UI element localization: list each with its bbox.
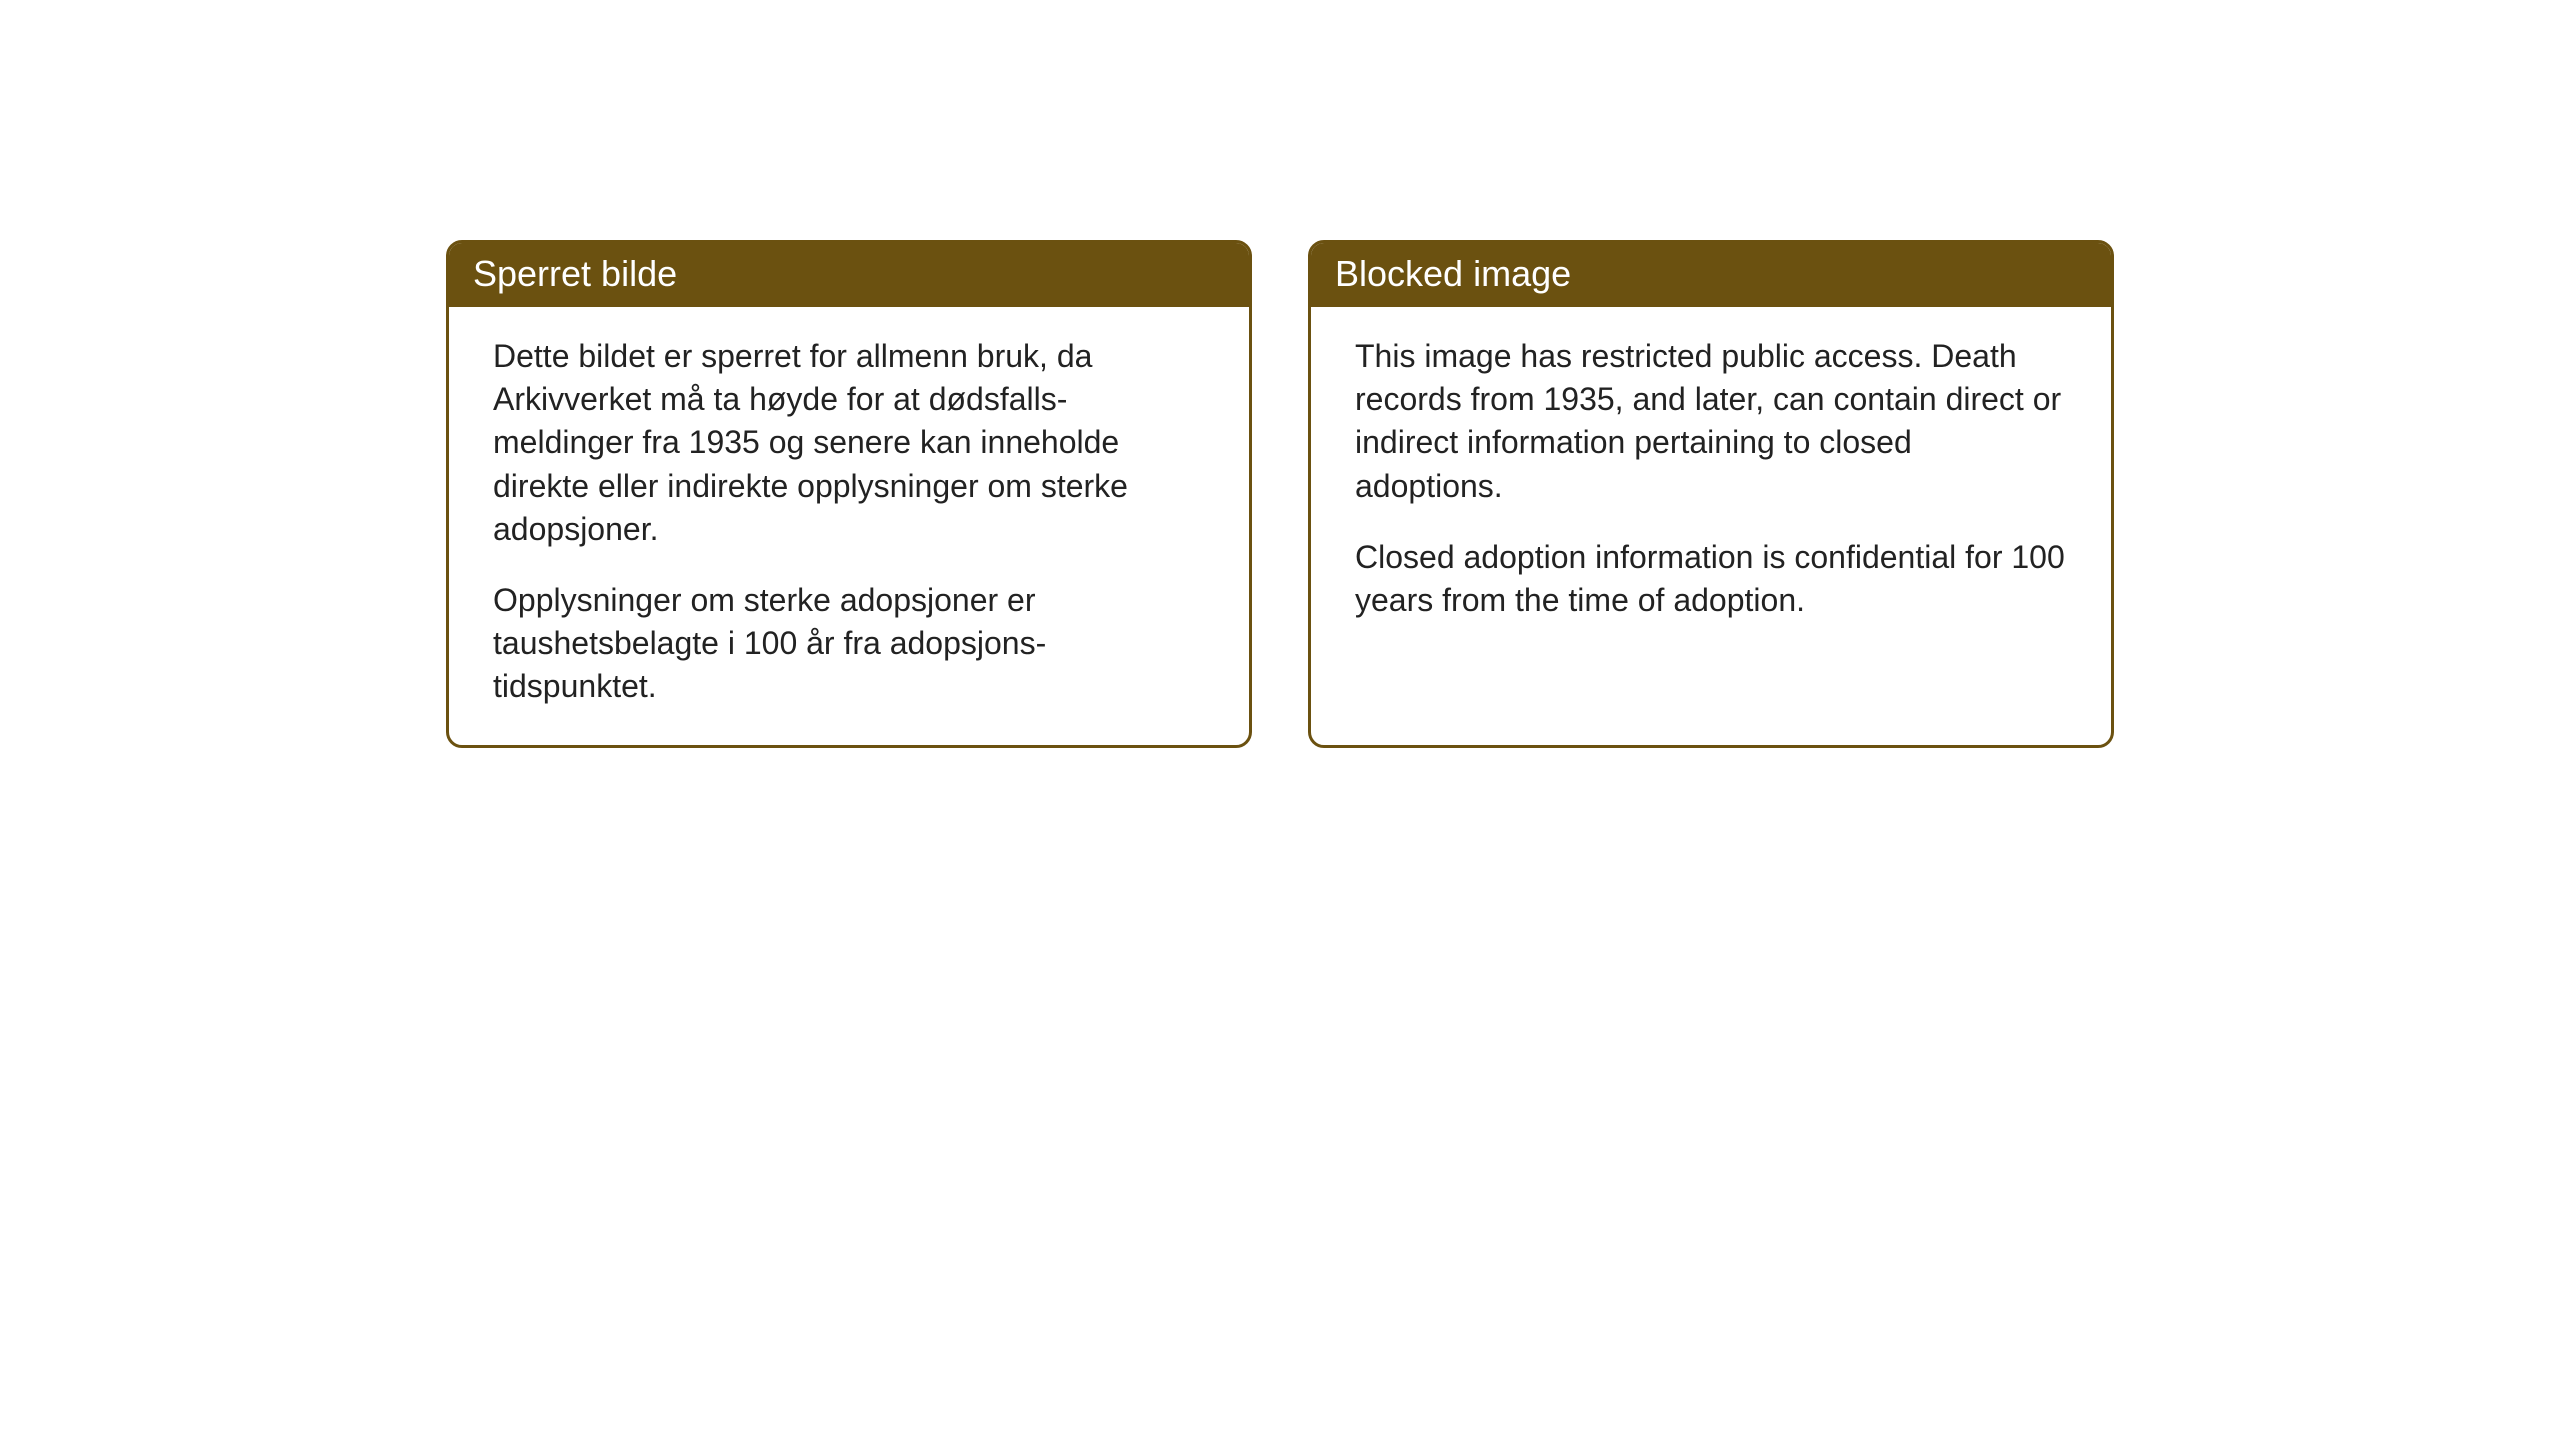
info-box-norwegian: Sperret bilde Dette bildet er sperret fo… bbox=[446, 240, 1252, 748]
info-box-paragraph-1-norwegian: Dette bildet er sperret for allmenn bruk… bbox=[493, 335, 1205, 551]
info-box-paragraph-1-english: This image has restricted public access.… bbox=[1355, 335, 2067, 508]
info-box-body-english: This image has restricted public access.… bbox=[1311, 307, 2111, 658]
info-box-body-norwegian: Dette bildet er sperret for allmenn bruk… bbox=[449, 307, 1249, 745]
info-box-paragraph-2-norwegian: Opplysninger om sterke adopsjoner er tau… bbox=[493, 579, 1205, 709]
info-box-title-english: Blocked image bbox=[1311, 243, 2111, 307]
info-boxes-container: Sperret bilde Dette bildet er sperret fo… bbox=[446, 240, 2114, 748]
info-box-paragraph-2-english: Closed adoption information is confident… bbox=[1355, 536, 2067, 622]
info-box-english: Blocked image This image has restricted … bbox=[1308, 240, 2114, 748]
info-box-title-norwegian: Sperret bilde bbox=[449, 243, 1249, 307]
